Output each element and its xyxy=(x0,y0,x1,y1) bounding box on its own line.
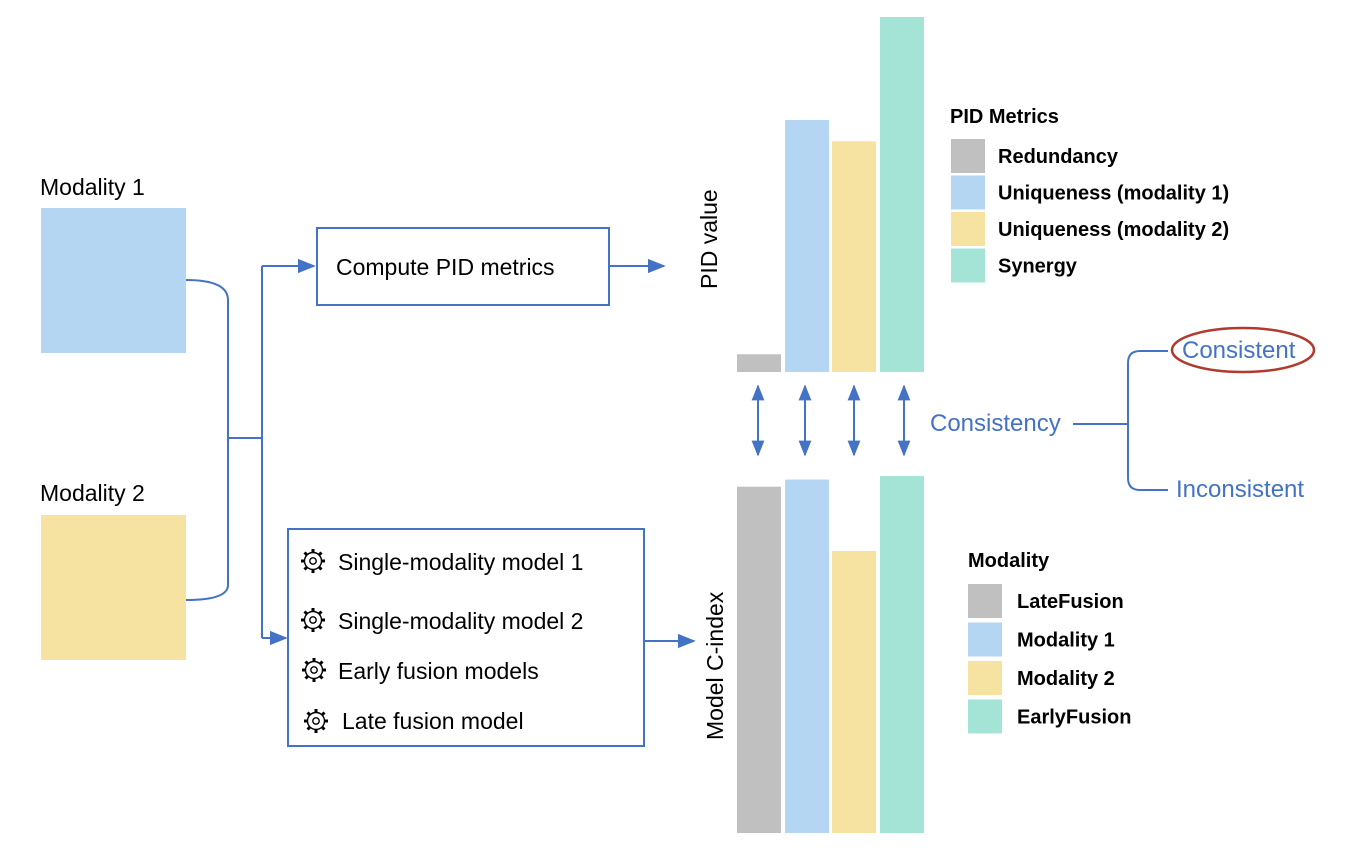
cindex-bar-earlyfusion xyxy=(880,476,924,833)
cindex-legend-swatch xyxy=(968,661,1002,695)
modality-1-block xyxy=(41,208,186,353)
pid-legend: Redundancy Uniqueness (modality 1) Uniquen… xyxy=(951,139,1229,283)
model-item-2: Single-modality model 2 xyxy=(338,608,583,634)
modality-legend-title: Modality xyxy=(968,550,1050,572)
cindex-legend-swatch xyxy=(968,699,1002,734)
pid-legend-swatch xyxy=(951,175,985,210)
cindex-bar-modality-1 xyxy=(785,479,829,833)
pid-legend-label: Redundancy xyxy=(998,146,1119,168)
pid-bars xyxy=(737,17,924,372)
pid-legend-swatch xyxy=(951,139,985,173)
pid-bar-synergy xyxy=(880,17,924,372)
compute-pid-box xyxy=(316,227,610,306)
cindex-bar-latefusion xyxy=(737,486,781,833)
modality-legend: LateFusion Modality 1 Modality 2 EarlyFusio… xyxy=(968,584,1131,734)
cindex-legend-label: LateFusion xyxy=(1017,591,1124,613)
model-item-4: Late fusion model xyxy=(342,708,524,734)
input-connectors xyxy=(185,258,696,649)
pid-axis-label: PID value xyxy=(696,189,722,289)
consistency-branch xyxy=(1073,350,1168,491)
pid-legend-label: Synergy xyxy=(998,256,1078,278)
modality-2-label: Modality 2 xyxy=(40,480,145,506)
cindex-legend-swatch xyxy=(968,622,1002,657)
models-box xyxy=(287,528,645,747)
pid-legend-swatch xyxy=(951,248,985,283)
pid-legend-title: PID Metrics xyxy=(950,106,1059,128)
comparison-arrows xyxy=(751,384,911,457)
compute-pid-label: Compute PID metrics xyxy=(336,254,555,280)
consistent-label: Consistent xyxy=(1182,337,1296,364)
cindex-legend-swatch xyxy=(968,584,1002,618)
consistent-highlight-ellipse xyxy=(1170,326,1316,374)
cindex-legend-label: Modality 2 xyxy=(1017,668,1115,690)
pid-bar-uniqueness-modality-1 xyxy=(785,119,829,372)
modality-2-block xyxy=(41,515,186,660)
consistency-label: Consistency xyxy=(930,410,1061,437)
model-item-1: Single-modality model 1 xyxy=(338,549,583,575)
cindex-legend-label: Modality 1 xyxy=(1017,630,1115,652)
cindex-bar-modality-2 xyxy=(832,550,876,833)
model-item-3: Early fusion models xyxy=(338,658,539,684)
pid-legend-swatch xyxy=(951,212,985,246)
pid-bar-uniqueness-modality-2 xyxy=(832,141,876,372)
pid-bar-redundancy xyxy=(737,354,781,372)
inconsistent-label: Inconsistent xyxy=(1176,476,1304,503)
cindex-bars xyxy=(737,476,924,833)
pid-legend-label: Uniqueness (modality 1) xyxy=(998,183,1229,205)
modality-1-label: Modality 1 xyxy=(40,174,145,200)
cindex-legend-label: EarlyFusion xyxy=(1017,707,1131,729)
cindex-axis-label: Model C-index xyxy=(702,591,728,740)
pid-legend-label: Uniqueness (modality 2) xyxy=(998,219,1229,241)
